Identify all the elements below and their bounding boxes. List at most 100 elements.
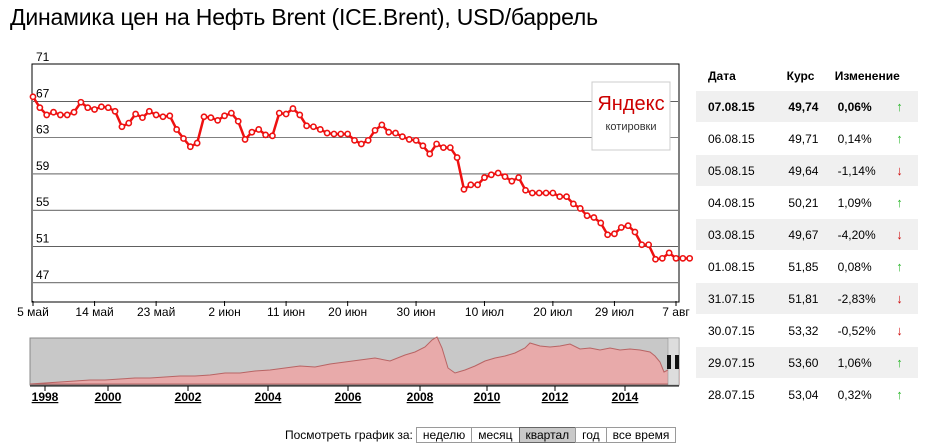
rate-change: 0,08% bbox=[837, 259, 872, 274]
data-point bbox=[652, 255, 659, 263]
data-point bbox=[487, 171, 495, 179]
rate-change: 1,09% bbox=[837, 195, 872, 210]
data-point bbox=[139, 114, 146, 122]
data-point bbox=[556, 193, 564, 201]
data-point bbox=[269, 132, 276, 140]
data-point bbox=[152, 111, 160, 119]
navigator-year-label[interactable]: 2010 bbox=[474, 390, 501, 404]
data-point bbox=[56, 111, 64, 119]
data-point bbox=[310, 123, 317, 131]
data-point bbox=[186, 143, 194, 151]
rate-row: 03.08.15 49,67 -4,20% ↓ bbox=[696, 218, 918, 250]
data-point bbox=[638, 241, 646, 249]
period-button[interactable]: месяц bbox=[471, 426, 520, 443]
navigator-year-label[interactable]: 2002 bbox=[175, 390, 202, 404]
data-point bbox=[522, 186, 529, 194]
period-button[interactable]: год bbox=[575, 426, 607, 443]
data-point bbox=[392, 129, 399, 137]
data-point bbox=[337, 130, 345, 138]
data-point bbox=[549, 189, 557, 197]
rate-value: 51,81 bbox=[788, 291, 819, 306]
data-point bbox=[214, 116, 222, 124]
data-point bbox=[351, 136, 358, 144]
data-point bbox=[542, 189, 550, 197]
data-point bbox=[296, 111, 304, 119]
data-point bbox=[433, 140, 440, 148]
y-tick-label: 55 bbox=[36, 195, 50, 209]
data-point bbox=[611, 230, 618, 238]
rate-date: 06.08.15 bbox=[708, 131, 755, 146]
data-point bbox=[200, 113, 208, 121]
rate-value: 51,85 bbox=[788, 259, 819, 274]
rate-change: -2,83% bbox=[837, 291, 876, 306]
navigator-year-label[interactable]: 2006 bbox=[335, 390, 362, 404]
rate-change: 1,06% bbox=[837, 355, 872, 370]
x-tick-label: 14 май bbox=[75, 305, 113, 319]
rate-value: 50,21 bbox=[788, 195, 819, 210]
data-point bbox=[104, 104, 112, 112]
navigator-handle-right[interactable] bbox=[675, 355, 679, 369]
data-point bbox=[528, 189, 536, 197]
rates-header: Дата Курс Изменение bbox=[696, 62, 918, 90]
rate-date: 05.08.15 bbox=[708, 163, 755, 178]
navigator-year-label[interactable]: 1998 bbox=[32, 390, 59, 404]
x-tick-label: 2 июн bbox=[208, 305, 240, 319]
navigator-history-area bbox=[29, 336, 680, 385]
navigator-year-label[interactable]: 2004 bbox=[255, 390, 282, 404]
rate-row: 06.08.15 49,71 0,14% ↑ bbox=[696, 122, 918, 154]
period-button[interactable]: неделю bbox=[415, 426, 473, 443]
arrow-up-icon: ↑ bbox=[896, 259, 903, 274]
header-change: Изменение bbox=[834, 69, 900, 83]
data-point bbox=[508, 177, 516, 185]
y-tick-label: 51 bbox=[36, 232, 50, 246]
navigator-year-label[interactable]: 2014 bbox=[612, 390, 639, 404]
data-point bbox=[50, 108, 57, 116]
data-point bbox=[576, 205, 584, 212]
logo-sub-text: котировки bbox=[605, 121, 656, 133]
x-tick-label: 23 май bbox=[137, 305, 175, 319]
navigator-year-label[interactable]: 2012 bbox=[542, 390, 569, 404]
rate-row: 29.07.15 53,60 1,06% ↑ bbox=[696, 346, 918, 378]
page-title: Динамика цен на Нефть Brent (ICE.Brent),… bbox=[10, 4, 598, 30]
yandex-logo: Яндекс котировки bbox=[591, 81, 671, 151]
data-point bbox=[145, 107, 153, 115]
x-tick-label: 11 июн bbox=[267, 305, 305, 319]
navigator-year-label[interactable]: 2000 bbox=[95, 390, 122, 404]
data-point bbox=[63, 111, 71, 119]
y-tick-label: 63 bbox=[36, 123, 50, 137]
period-button[interactable]: квартал bbox=[518, 426, 577, 443]
arrow-up-icon: ↑ bbox=[896, 387, 903, 402]
data-point bbox=[275, 109, 283, 117]
data-point bbox=[234, 117, 242, 125]
data-point bbox=[419, 142, 427, 150]
navigator-year-label[interactable]: 2008 bbox=[407, 390, 434, 404]
rate-row: 31.07.15 51,81 -2,83% ↓ bbox=[696, 282, 918, 314]
y-tick-label: 59 bbox=[36, 159, 50, 173]
data-point bbox=[453, 154, 461, 161]
rate-change: -0,52% bbox=[837, 323, 876, 338]
navigator-axis: 1998 2000 2002 2004 2006 2008 2010 2012 2014 bbox=[32, 386, 639, 404]
range-navigator[interactable]: 1998 2000 2002 2004 2006 2008 2010 2012 2014 bbox=[29, 336, 680, 404]
arrow-up-icon: ↑ bbox=[896, 355, 903, 370]
period-label: Посмотреть график за: bbox=[285, 428, 413, 442]
data-point bbox=[446, 144, 454, 151]
data-point bbox=[77, 98, 85, 106]
rate-date: 07.08.15 bbox=[708, 99, 755, 114]
data-point bbox=[426, 150, 434, 158]
x-tick-label: 30 июн bbox=[397, 305, 436, 319]
data-point bbox=[125, 119, 133, 127]
arrow-down-icon: ↓ bbox=[896, 323, 903, 338]
data-point bbox=[686, 254, 694, 262]
data-point bbox=[412, 136, 420, 144]
rate-change: 0,32% bbox=[837, 387, 872, 402]
data-point bbox=[255, 126, 263, 133]
data-point bbox=[132, 110, 140, 118]
navigator-handle-left[interactable] bbox=[667, 355, 671, 369]
period-button[interactable]: все время bbox=[605, 426, 677, 443]
data-point bbox=[36, 104, 44, 112]
data-point bbox=[672, 254, 680, 262]
data-point bbox=[193, 139, 201, 147]
header-date: Дата bbox=[708, 69, 736, 83]
arrow-up-icon: ↑ bbox=[896, 131, 903, 146]
